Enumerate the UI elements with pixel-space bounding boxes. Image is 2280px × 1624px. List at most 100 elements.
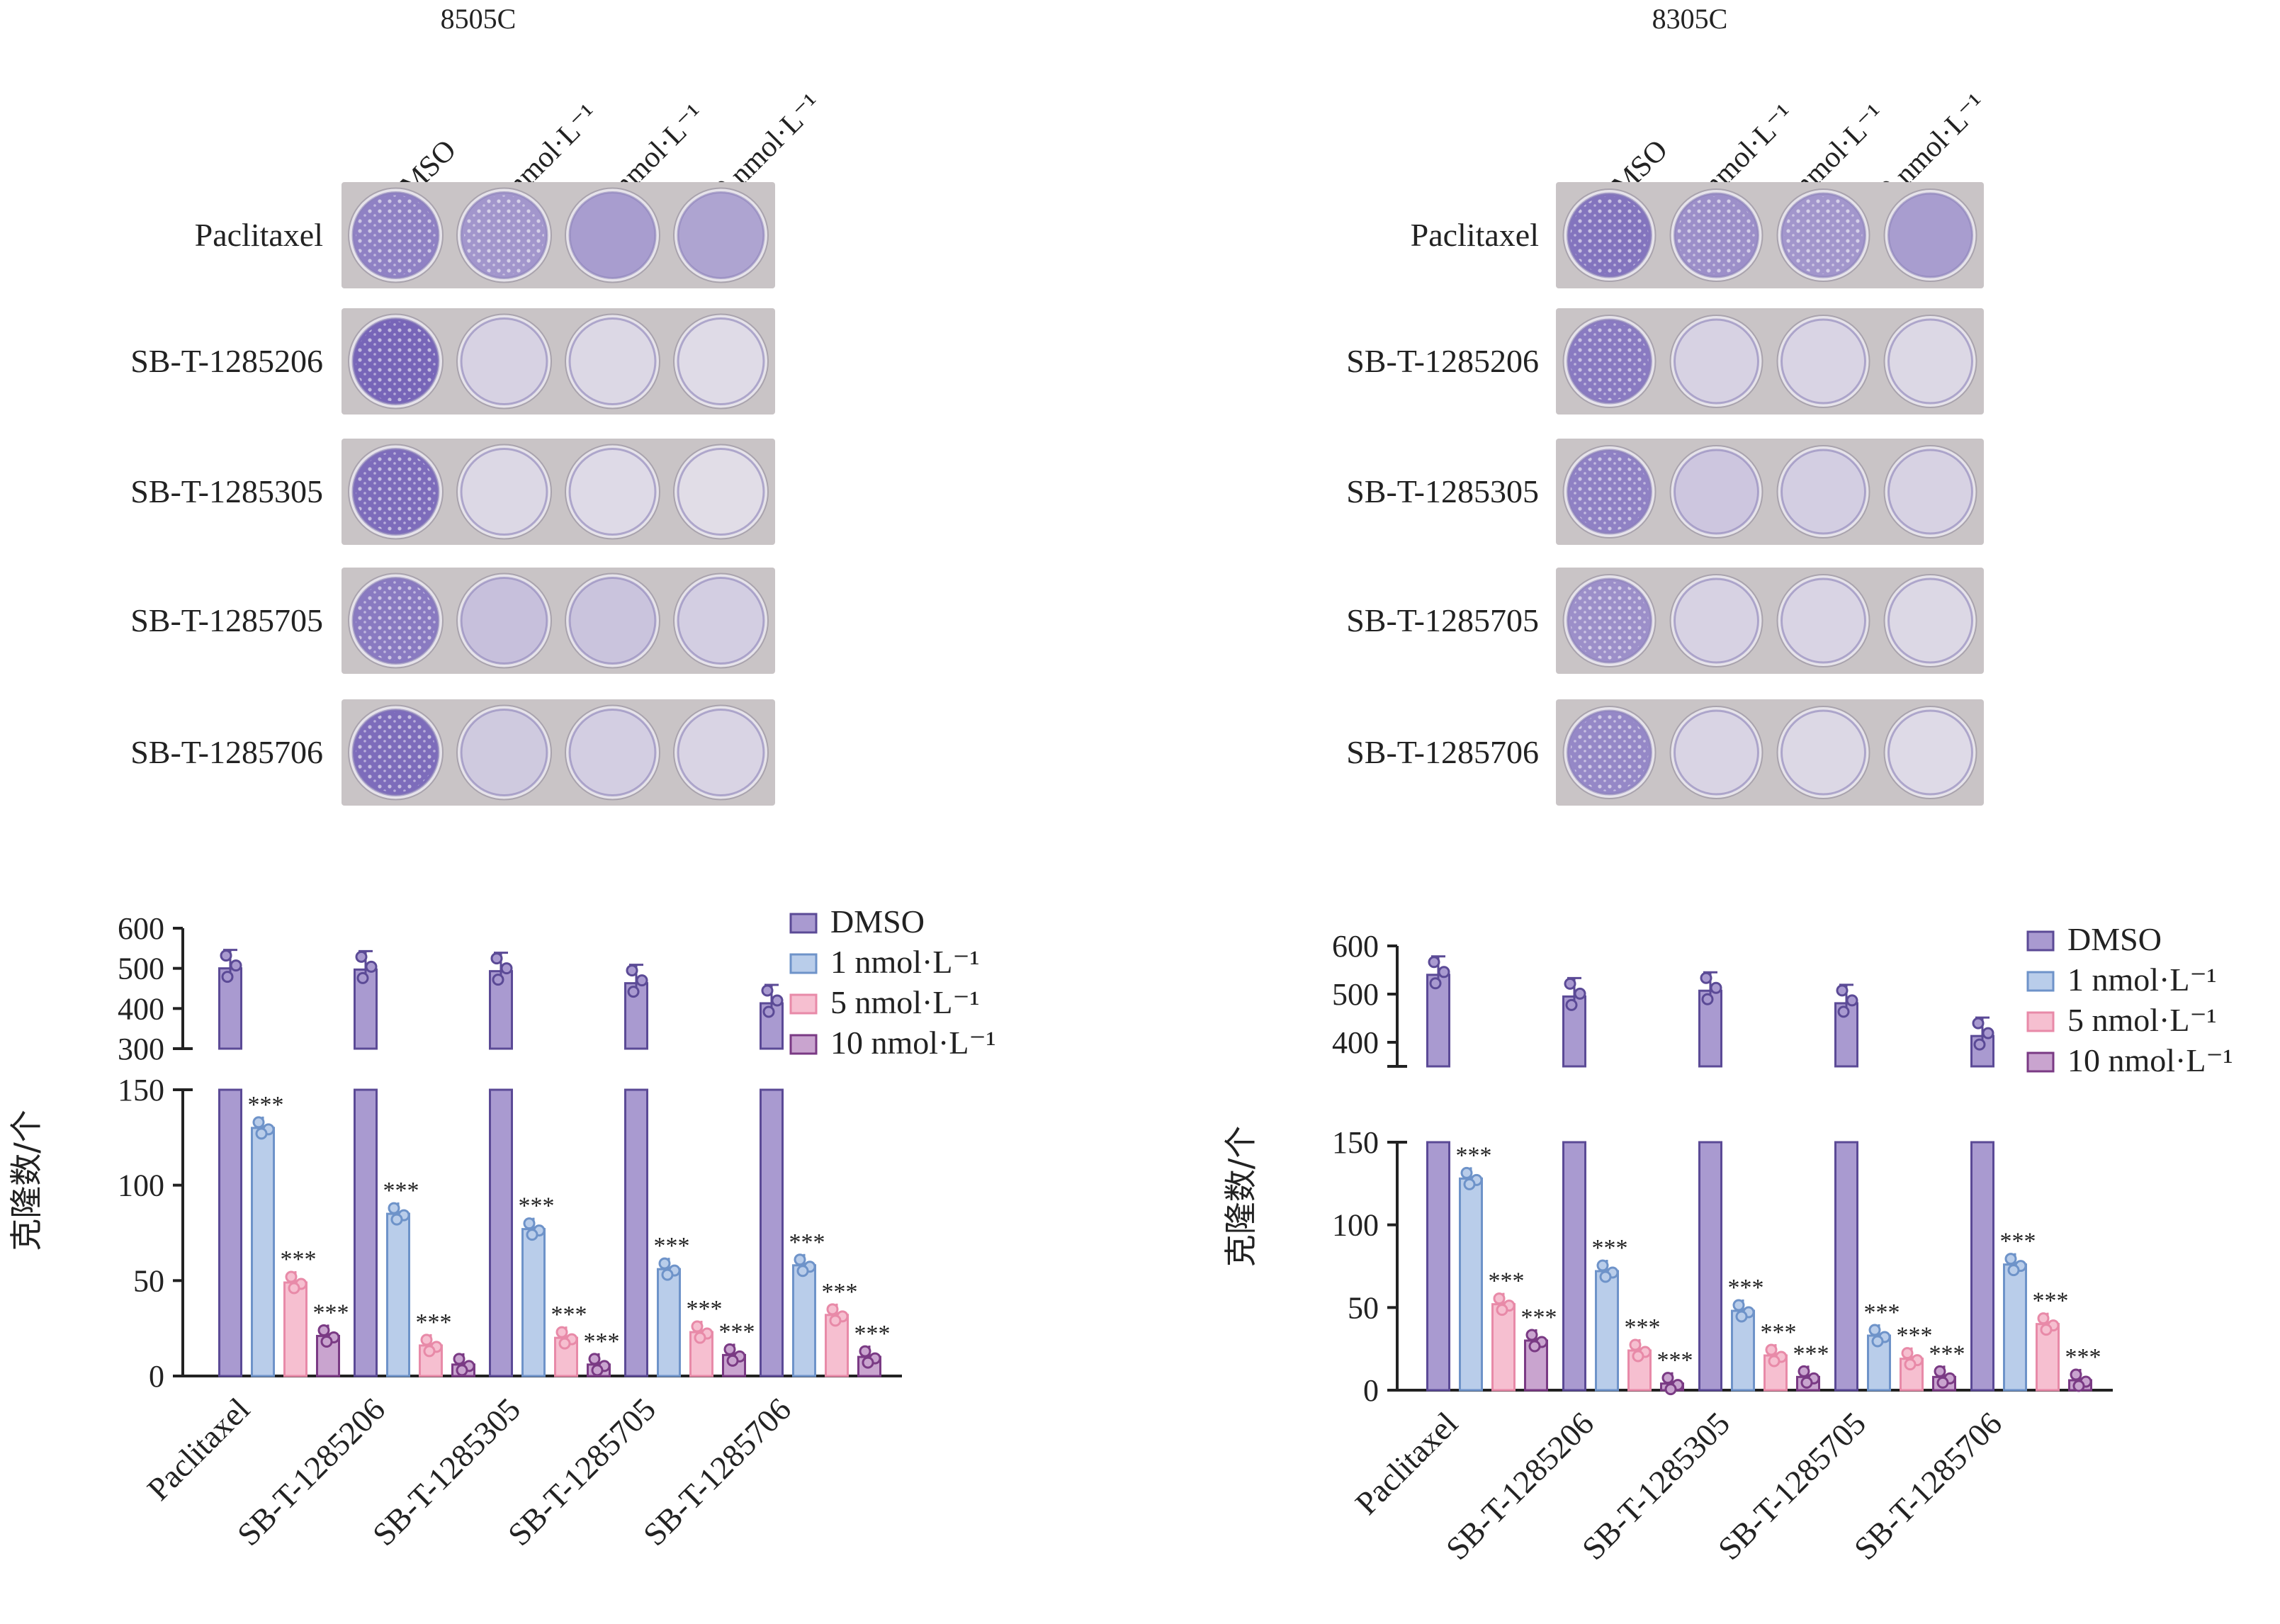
- data-point: [558, 1337, 571, 1350]
- well-edge: [1780, 318, 1866, 405]
- well: [1674, 320, 1759, 403]
- well-edge: [1674, 577, 1759, 664]
- significance-label: ***: [1592, 1235, 1628, 1261]
- row-label: SB-T-1285305: [130, 473, 323, 509]
- data-point: [1904, 1358, 1917, 1371]
- data-point: [1629, 1338, 1642, 1351]
- y-tick-label: 0: [1363, 1373, 1379, 1408]
- well-rim: [565, 573, 660, 669]
- legend-swatch: [789, 953, 818, 974]
- data-point: [1936, 1376, 1949, 1389]
- well-rim: [456, 704, 552, 801]
- well-rim: [565, 444, 660, 540]
- well-edge: [1674, 318, 1759, 405]
- significance-label: ***: [687, 1296, 723, 1322]
- data-point: [1564, 977, 1576, 990]
- data-point: [1525, 1329, 1538, 1341]
- well: [461, 709, 547, 796]
- significance-label: ***: [1728, 1275, 1764, 1301]
- legend-swatch: [2026, 930, 2055, 952]
- data-point: [1972, 1017, 1985, 1030]
- well-rim: [673, 187, 769, 283]
- data-point: [492, 974, 504, 986]
- data-point: [2007, 1264, 2020, 1277]
- row-label: SB-T-1285706: [1346, 734, 1539, 770]
- data-point: [355, 950, 368, 963]
- data-point: [526, 1229, 538, 1241]
- well-rim: [1669, 574, 1763, 667]
- y-axis-label: 克隆数/个: [7, 1110, 45, 1251]
- row-label: Paclitaxel: [195, 217, 323, 253]
- well-rim: [1883, 706, 1977, 799]
- well-edge: [460, 317, 548, 405]
- well-edge: [1674, 449, 1759, 535]
- data-point: [1871, 1335, 1884, 1348]
- data-point: [829, 1314, 842, 1327]
- well-colonies: [1570, 453, 1649, 531]
- well-edge: [568, 317, 657, 405]
- well-edge: [351, 709, 440, 796]
- legend-swatch: [2026, 971, 2055, 992]
- y-tick-label: 600: [118, 911, 164, 946]
- well-rim: [1669, 706, 1763, 799]
- significance-label: ***: [281, 1246, 317, 1273]
- well-edge: [1887, 577, 1973, 664]
- well: [570, 318, 655, 405]
- data-point: [1768, 1355, 1780, 1368]
- data-point: [1661, 1372, 1674, 1385]
- well-rim: [1669, 315, 1763, 408]
- well-rim: [456, 313, 552, 410]
- well-edge: [460, 709, 548, 796]
- data-point: [356, 971, 369, 984]
- bar: [1970, 1141, 1994, 1392]
- data-point: [2072, 1380, 2085, 1392]
- data-point: [862, 1356, 874, 1369]
- well-edge: [677, 577, 765, 665]
- well-edge: [1674, 709, 1759, 796]
- data-point: [1837, 1005, 1850, 1018]
- significance-label: ***: [1625, 1314, 1661, 1341]
- panel-title: 8305C: [1652, 3, 1728, 35]
- data-point: [694, 1331, 706, 1344]
- well: [1781, 711, 1866, 794]
- data-point: [252, 1116, 265, 1129]
- data-point: [1765, 1343, 1778, 1356]
- plate: [342, 182, 775, 288]
- well-colonies: [356, 451, 436, 532]
- data-point: [255, 1127, 268, 1140]
- legend-swatch: [789, 913, 818, 934]
- data-point: [1836, 984, 1849, 997]
- well-colonies: [1570, 322, 1649, 400]
- legend-swatch: [789, 1034, 818, 1055]
- well-rim: [673, 444, 769, 540]
- data-point: [1735, 1310, 1748, 1323]
- bar: [489, 1088, 513, 1377]
- well-rim: [1776, 445, 1870, 538]
- y-tick-label: 150: [1332, 1125, 1379, 1160]
- significance-label: ***: [2000, 1229, 2036, 1255]
- x-tick-label: Paclitaxel: [1348, 1405, 1464, 1521]
- data-point: [2040, 1324, 2053, 1336]
- y-tick-label: 100: [118, 1168, 164, 1203]
- well-edge: [351, 577, 440, 665]
- data-point: [453, 1353, 465, 1365]
- data-point: [2037, 1312, 2050, 1325]
- significance-label: ***: [1929, 1341, 1965, 1367]
- well: [1888, 320, 1973, 403]
- well-edge: [460, 577, 548, 665]
- significance-label: ***: [551, 1302, 587, 1328]
- well: [461, 318, 547, 405]
- data-point: [1868, 1324, 1881, 1336]
- well: [678, 192, 764, 278]
- well-edge: [568, 191, 657, 279]
- well-edge: [1887, 449, 1973, 535]
- y-tick-label: 600: [1332, 929, 1379, 964]
- data-point: [794, 1253, 806, 1266]
- well-edge: [677, 448, 765, 536]
- data-point: [365, 960, 378, 973]
- well-edge: [460, 191, 548, 279]
- well-edge: [568, 577, 657, 665]
- well-rim: [1883, 315, 1977, 408]
- significance-label: ***: [1793, 1341, 1829, 1367]
